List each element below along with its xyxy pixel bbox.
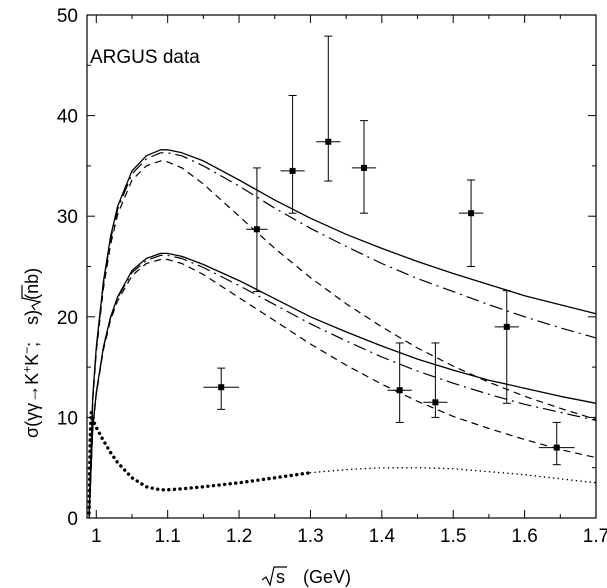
x-axis-unit: (GeV) [303,567,351,587]
series-line-dashdot [88,254,597,519]
data-point [280,94,305,214]
y-axis-title: σ(γγ→K+K−; s)(nb) [20,268,42,438]
series-line-solid [88,252,597,519]
series-line-solid [88,149,597,519]
data-marker [289,167,296,174]
data-point [351,120,377,214]
data-point [494,290,519,404]
x-tick-label: 1.5 [440,526,466,547]
y-tick-label: 0 [67,509,78,530]
y-tick-label: 40 [57,107,78,128]
series-line-dashed [88,258,597,519]
y-sqrt-sign [21,285,42,311]
series-line-dotted-heavy [87,410,313,515]
x-tick-label: 1.2 [226,526,252,547]
y-tick-label: 50 [57,6,78,27]
ticks-layer: 1 1.1 1.2 1.3 1.4 1.5 1.6 1.7 0 10 20 30 40 50 [57,6,607,547]
x-axis-sqrt-arg: s [276,567,285,587]
data-marker [253,226,260,233]
data-point [423,342,448,418]
data-marker [432,399,439,406]
data-marker [396,387,403,394]
series-layer [87,149,597,519]
series-line-dashdot [88,152,597,519]
data-point [538,421,575,466]
y-tick-label: 10 [57,408,78,429]
y-tick-label: 30 [57,207,78,228]
data-point [246,167,268,293]
x-tick-label: 1 [91,526,102,547]
data-marker [468,210,475,217]
data-points [203,35,575,466]
data-point [387,342,412,423]
x-tick-label: 1.3 [297,526,323,547]
x-tick-label: 1.1 [154,526,180,547]
x-sqrt-sign [261,566,287,587]
series-line-dotted [309,466,597,484]
y-tick-label: 20 [57,308,78,329]
x-tick-label: 1.4 [369,526,396,547]
x-tick-label: 1.7 [583,526,607,547]
data-marker [503,323,510,330]
data-point [203,367,240,410]
x-axis-title: s (GeV) [261,566,351,587]
annotation-text: ARGUS data [90,47,200,68]
data-marker [218,384,225,391]
data-marker [360,164,367,171]
data-point [316,35,341,182]
data-marker [325,138,332,145]
x-tick-label: 1.6 [511,526,537,547]
data-marker [553,444,560,451]
y-axis-label: σ(γγ→K+K−; s)(nb) [20,268,42,438]
data-point [458,179,484,267]
